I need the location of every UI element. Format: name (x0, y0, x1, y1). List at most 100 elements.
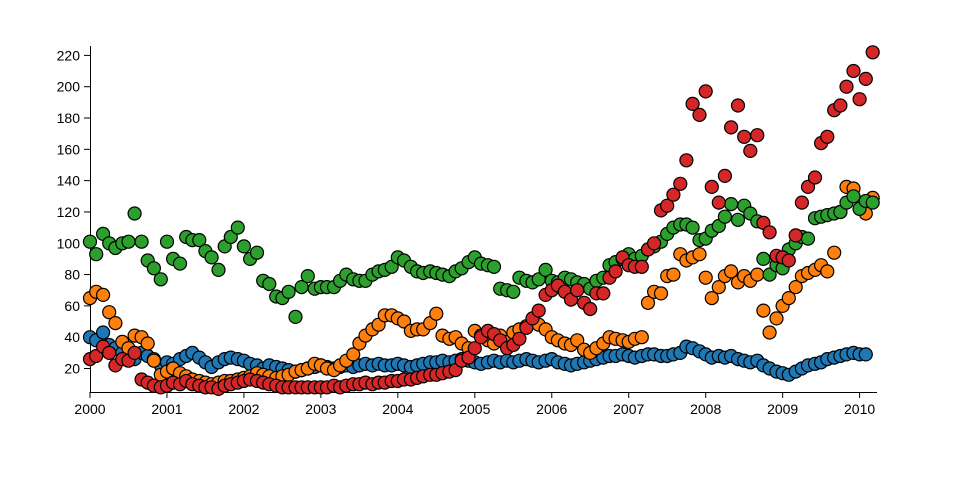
data-point (698, 270, 713, 285)
data-point (396, 314, 412, 329)
data-point (762, 267, 777, 282)
data-point (762, 325, 777, 340)
data-point (249, 245, 265, 260)
y-tick-label: 180 (57, 110, 81, 126)
data-point (865, 45, 880, 60)
data-point (858, 71, 873, 87)
series-4 (82, 45, 880, 396)
data-point (634, 259, 649, 274)
data-point (146, 261, 161, 276)
data-point (346, 347, 361, 362)
data-point (660, 198, 675, 213)
data-point (704, 179, 719, 194)
data-point (570, 283, 585, 298)
data-point (467, 341, 482, 356)
y-tick-label: 60 (64, 298, 80, 314)
data-point (262, 276, 277, 292)
data-point (723, 120, 739, 135)
x-tick-label: 2001 (151, 401, 182, 417)
data-point (769, 311, 784, 326)
data-point (807, 170, 823, 185)
data-point (121, 234, 136, 249)
x-tick-label: 2000 (74, 401, 105, 417)
data-point (153, 272, 168, 287)
data-point (134, 234, 149, 249)
data-point (223, 229, 238, 245)
data-point (653, 286, 669, 301)
data-point (640, 295, 656, 310)
data-point (794, 195, 810, 210)
data-point (692, 247, 707, 262)
data-point (839, 79, 854, 94)
data-point (204, 250, 219, 265)
data-points (82, 45, 880, 396)
data-point (858, 347, 873, 362)
data-point (281, 284, 296, 299)
data-point (102, 345, 117, 360)
data-point (723, 264, 739, 279)
data-point (89, 247, 104, 262)
y-tick-label: 40 (64, 329, 80, 345)
data-point (833, 98, 848, 113)
data-point (127, 345, 142, 360)
y-tick-label: 220 (57, 47, 81, 63)
data-point (127, 206, 142, 221)
data-point (852, 92, 867, 107)
data-point (673, 176, 688, 191)
data-point (172, 256, 188, 271)
x-tick-label: 2003 (305, 401, 336, 417)
x-tick-label: 2005 (459, 401, 490, 417)
data-point (704, 291, 719, 306)
y-tick-label: 100 (57, 235, 81, 251)
data-point (756, 303, 771, 318)
data-point (723, 197, 739, 212)
data-point (750, 128, 765, 143)
data-point (788, 228, 803, 243)
data-point (679, 153, 694, 168)
data-point (717, 168, 733, 183)
data-point (192, 233, 207, 248)
data-point (800, 179, 816, 194)
data-point (82, 234, 98, 249)
data-point (820, 129, 835, 144)
x-axis: 2000 2001 2002 2003 2004 2005 2006 2007 2008 2009… (74, 392, 877, 417)
data-point (236, 239, 251, 254)
data-point (583, 301, 598, 317)
data-point (846, 189, 861, 204)
data-point (486, 259, 502, 274)
data-point (102, 305, 117, 320)
data-point (800, 231, 816, 246)
data-point (95, 325, 111, 340)
data-point (685, 220, 700, 235)
data-point (146, 353, 161, 368)
data-point (300, 269, 315, 284)
x-tick-label: 2010 (844, 401, 875, 417)
data-point (698, 84, 713, 99)
data-point (788, 280, 803, 295)
data-point (743, 143, 758, 158)
data-point (211, 262, 226, 277)
x-tick-label: 2002 (228, 401, 259, 417)
x-tick-label: 2004 (382, 401, 413, 417)
data-point (717, 209, 733, 224)
data-point (750, 267, 765, 282)
data-point (692, 107, 707, 123)
data-point (846, 63, 861, 79)
data-point (531, 303, 546, 318)
y-tick-label: 200 (57, 79, 81, 95)
data-point (666, 267, 681, 282)
data-point (596, 286, 611, 301)
x-tick-label: 2007 (613, 401, 644, 417)
data-point (608, 264, 623, 279)
data-point (230, 220, 245, 235)
data-point (159, 234, 175, 249)
data-point (762, 225, 777, 240)
data-point (108, 316, 123, 331)
data-point (737, 129, 752, 144)
x-tick-label: 2008 (690, 401, 721, 417)
data-point (711, 195, 726, 210)
data-point (570, 333, 585, 348)
data-point (646, 236, 662, 251)
data-point (820, 264, 835, 279)
data-point (781, 291, 796, 306)
